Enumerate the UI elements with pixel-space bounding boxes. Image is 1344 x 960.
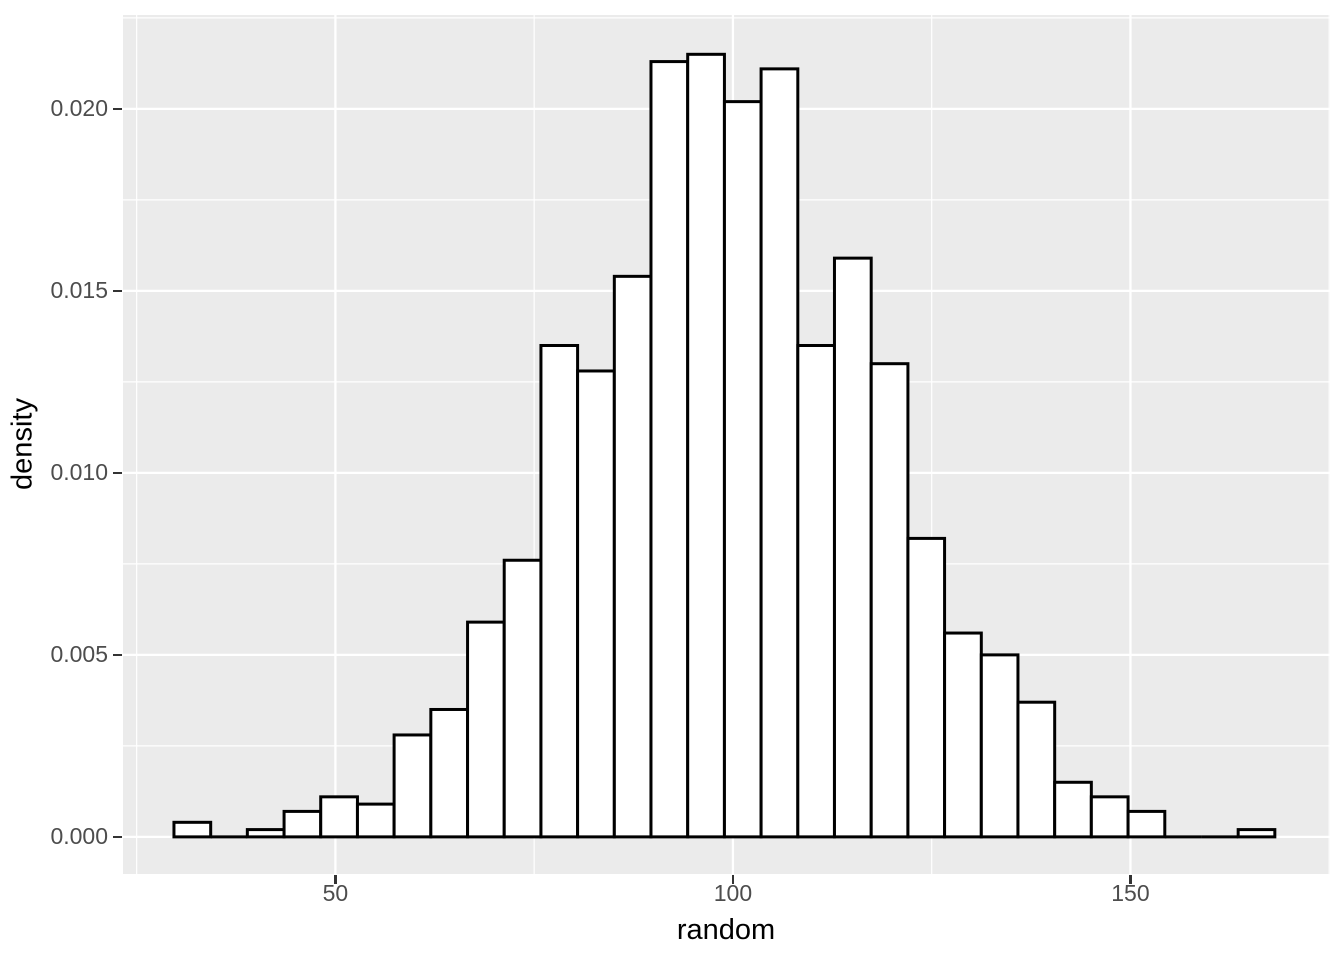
x-tick-label: 100 (713, 880, 753, 906)
histogram-bar (1236, 828, 1277, 839)
histogram-bar (649, 60, 690, 839)
histogram-bar (1126, 809, 1167, 839)
y-tick-mark (113, 107, 122, 111)
y-tick-label: 0.005 (50, 640, 108, 667)
histogram-bar (686, 52, 726, 839)
x-tick-label: 50 (322, 880, 349, 906)
histogram-bar (796, 343, 836, 839)
histogram-bar (869, 362, 910, 839)
histogram-bar (722, 100, 763, 839)
histogram-bar (392, 733, 433, 839)
y-tick-mark (113, 471, 122, 475)
x-tick-label: 150 (1111, 880, 1150, 906)
x-tick-mark (731, 875, 735, 884)
histogram-bar (355, 802, 396, 839)
x-axis-title: random (676, 914, 776, 946)
histogram-bar (282, 809, 323, 839)
histogram-bar (502, 558, 543, 839)
y-tick-mark (113, 289, 122, 293)
histogram-bar (466, 620, 506, 839)
y-tick-label: 0.000 (50, 822, 108, 849)
x-tick-mark (334, 875, 337, 884)
histogram-bar (319, 795, 359, 839)
x-tick-mark (1129, 875, 1132, 884)
histogram-bar (1016, 700, 1057, 839)
y-tick-label: 0.020 (50, 94, 108, 121)
plot-panel (123, 15, 1330, 874)
y-tick-label: 0.010 (50, 458, 108, 485)
histogram-bar (576, 369, 616, 839)
histogram-bar (172, 820, 213, 839)
histogram-bar (832, 256, 873, 839)
histogram-bar (1089, 795, 1130, 839)
histogram-bar (245, 828, 286, 839)
histogram-bar (539, 343, 580, 839)
histogram-canvas (123, 15, 1330, 874)
histogram-bar (429, 707, 470, 839)
histogram-bar (1053, 780, 1093, 839)
histogram-bar (759, 67, 800, 839)
histogram-bar (979, 653, 1020, 839)
histogram-bar (943, 631, 983, 839)
y-tick-mark (113, 653, 122, 657)
histogram-bar (612, 274, 653, 839)
y-tick-mark (113, 835, 122, 839)
y-tick-label: 0.015 (50, 276, 108, 303)
histogram-bar (906, 536, 947, 839)
